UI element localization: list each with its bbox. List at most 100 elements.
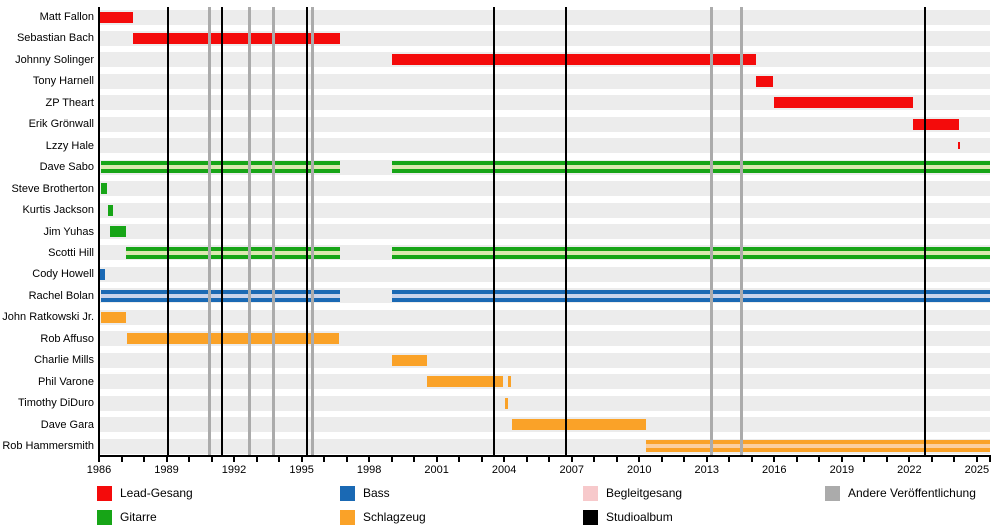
legend: Lead-Gesang Gitarre Bass Schlagzeug Begleitg…	[0, 480, 1000, 530]
row-band	[99, 374, 990, 390]
member-label: Erik Grönwall	[28, 118, 94, 131]
other-release-line	[709, 7, 713, 455]
backing-vocals-stripe	[101, 293, 340, 298]
member-label: Tony Harnell	[32, 75, 94, 88]
row-band	[99, 73, 990, 89]
member-label: Sebastian Bach	[16, 32, 94, 45]
x-tick-label: 2004	[491, 464, 517, 476]
x-tick	[480, 457, 483, 462]
bar-top-segment	[101, 161, 340, 166]
x-tick	[165, 457, 168, 462]
row-band	[99, 9, 990, 25]
bar-bottom-segment	[101, 169, 340, 174]
x-tick	[705, 457, 708, 462]
x-tick	[458, 457, 461, 462]
legend-swatch	[97, 510, 112, 525]
bar-bottom-segment	[391, 169, 991, 174]
x-tick-label: 2016	[762, 464, 787, 476]
row-band	[99, 202, 990, 218]
member-label: Dave Gara	[40, 418, 94, 431]
x-tick-label: 2025	[964, 464, 990, 476]
x-tick-label: 1989	[154, 464, 179, 476]
member-bar	[756, 75, 774, 87]
member-bar	[391, 246, 991, 259]
x-tick	[120, 457, 123, 462]
row-band	[99, 309, 990, 325]
x-tick	[615, 457, 618, 462]
x-tick	[98, 457, 100, 462]
bar-top-segment	[391, 289, 991, 294]
bar-bottom-segment	[101, 297, 340, 302]
member-label: Dave Sabo	[39, 161, 94, 174]
legend-swatch	[583, 510, 598, 525]
member-bar	[101, 183, 107, 195]
member-label: ZP Theart	[45, 96, 94, 109]
member-label: Jim Yuhas	[43, 225, 94, 238]
row-band	[99, 95, 990, 111]
row-band	[99, 266, 990, 282]
x-tick-label: 2013	[694, 464, 720, 476]
x-tick	[188, 457, 191, 462]
backing-vocals-stripe	[645, 444, 991, 448]
plot-left-border	[98, 7, 100, 455]
member-bar	[132, 32, 340, 44]
legend-swatch	[340, 486, 355, 501]
timeline-plot-area: Matt Fallon Sebastian Bach Johnny Solinger…	[2, 7, 991, 476]
member-bar	[100, 268, 105, 280]
other-release-line	[311, 7, 315, 455]
x-tick	[953, 457, 956, 462]
x-tick	[840, 457, 843, 462]
member-bar	[912, 118, 959, 130]
x-axis	[98, 455, 991, 457]
legend-swatch	[583, 486, 598, 501]
member-label: Steve Brotherton	[11, 182, 94, 195]
bar-bottom-segment	[391, 297, 991, 302]
member-label: Johnny Solinger	[15, 53, 94, 66]
member-label: Scotti Hill	[48, 246, 94, 259]
legend-label: Schlagzeug	[363, 510, 426, 524]
x-tick	[143, 457, 146, 462]
member-bar	[126, 246, 340, 259]
x-tick	[773, 457, 776, 462]
studio-album-line	[166, 7, 169, 455]
bar-top-segment	[126, 246, 340, 251]
member-bar	[101, 311, 126, 323]
member-bar	[127, 333, 339, 345]
x-tick	[255, 457, 258, 462]
x-tick	[570, 457, 573, 462]
x-tick-label: 1992	[221, 464, 247, 476]
member-bar	[391, 54, 757, 66]
studio-album-line	[493, 7, 496, 455]
bar-top-segment	[101, 289, 340, 294]
member-bar	[110, 226, 126, 237]
x-tick	[885, 457, 888, 462]
member-bar	[391, 161, 991, 174]
x-tick	[750, 457, 753, 462]
member-bar	[957, 142, 960, 150]
legend-label: Andere Veröffentlichung	[848, 486, 976, 500]
other-release-line	[740, 7, 744, 455]
x-tick	[345, 457, 348, 462]
studio-album-line	[565, 7, 568, 455]
member-label: Cody Howell	[32, 268, 94, 281]
x-tick-label: 1986	[86, 464, 112, 476]
other-release-line	[271, 7, 275, 455]
bar-bottom-segment	[391, 254, 991, 259]
backing-vocals-stripe	[126, 250, 340, 255]
legend-label: Gitarre	[120, 510, 157, 524]
bar-top-segment	[391, 246, 991, 251]
x-tick	[503, 457, 506, 462]
x-tick	[323, 457, 326, 462]
member-bar	[508, 376, 512, 388]
bar-bottom-segment	[126, 254, 340, 259]
member-bar	[426, 376, 504, 388]
bar-top-segment	[645, 440, 991, 444]
x-tick	[795, 457, 798, 462]
x-tick	[278, 457, 281, 462]
row-band	[99, 395, 990, 411]
backing-vocals-stripe	[391, 293, 991, 298]
member-label: Matt Fallon	[39, 11, 94, 23]
member-label: Phil Varone	[37, 375, 94, 388]
legend-label: Lead-Gesang	[120, 486, 193, 500]
x-tick	[989, 457, 991, 462]
